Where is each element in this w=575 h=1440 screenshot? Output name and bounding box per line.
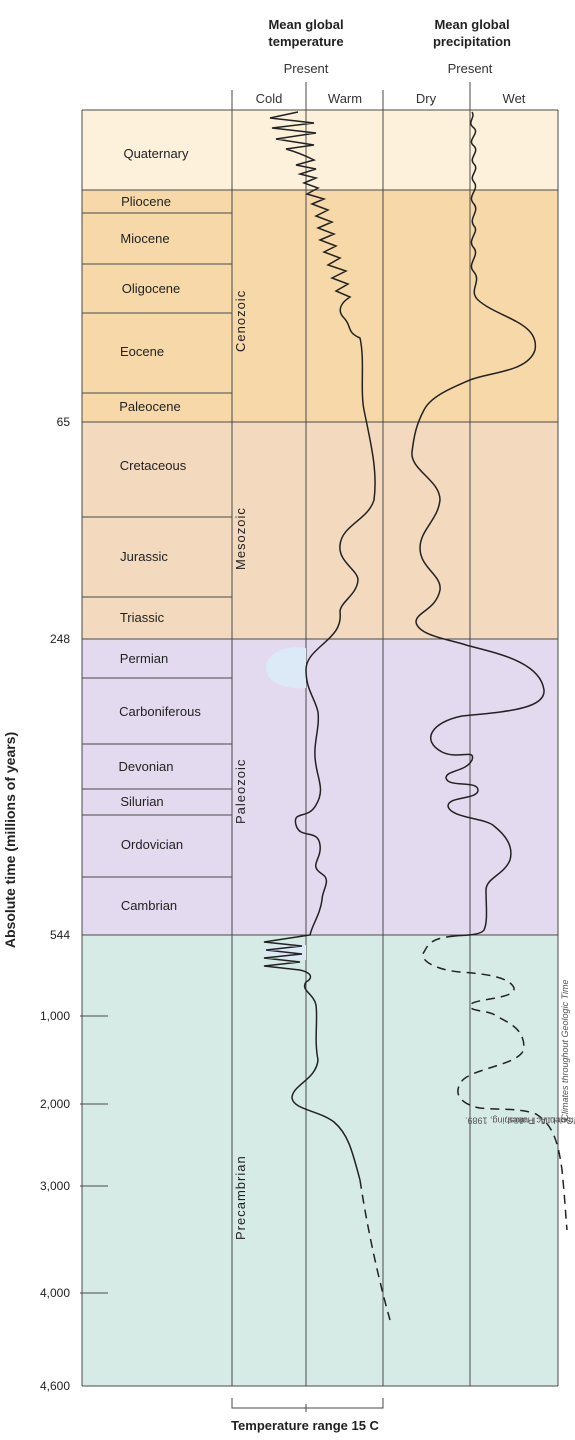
age-tick-544: 544 — [50, 928, 70, 942]
y-axis-label: Absolute time (millions of years) — [2, 731, 18, 949]
precipitation-curve-dashed — [422, 935, 568, 1231]
period-quaternary: Quaternary — [123, 146, 189, 161]
band-precambrian — [82, 935, 558, 1386]
age-tick-4000: 4,000 — [40, 1286, 70, 1300]
period-triassic: Triassic — [120, 610, 165, 625]
age-tick-2000: 2,000 — [40, 1097, 70, 1111]
era-paleozoic: Paleozoic — [233, 759, 248, 824]
age-tick-marks — [80, 1015, 108, 1294]
age-tick-1000: 1,000 — [40, 1009, 70, 1023]
credit-text: Redrawn from L. A. Frakes, Climates thro… — [465, 979, 575, 1126]
wet-label: Wet — [502, 91, 526, 106]
period-cambrian: Cambrian — [121, 898, 177, 913]
precipitation-present-label: Present — [447, 61, 493, 76]
age-tick-3000: 3,000 — [40, 1179, 70, 1193]
precipitation-header: Mean global precipitation — [432, 17, 511, 49]
period-pliocene: Pliocene — [121, 194, 171, 209]
age-tick-4600: 4,600 — [40, 1379, 70, 1393]
period-devonian: Devonian — [119, 759, 174, 774]
dry-label: Dry — [415, 91, 437, 106]
period-eocene: Eocene — [120, 344, 164, 359]
band-mesozoic — [82, 422, 558, 639]
warm-label: Warm — [327, 91, 363, 106]
period-miocene: Miocene — [120, 231, 169, 246]
cold-label: Cold — [255, 91, 283, 106]
temperature-present-label: Present — [283, 61, 329, 76]
temperature-curve-dashed — [359, 1179, 391, 1321]
period-ordovician: Ordovician — [121, 837, 183, 852]
era-boundaries — [82, 109, 558, 1387]
era-cenozoic: Cenozoic — [233, 290, 248, 352]
period-silurian: Silurian — [120, 794, 163, 809]
era-precambrian: Precambrian — [233, 1155, 248, 1240]
period-permian: Permian — [120, 651, 168, 666]
band-quaternary — [82, 110, 558, 190]
period-cretaceous: Cretaceous — [120, 458, 187, 473]
period-carboniferous: Carboniferous — [119, 704, 201, 719]
period-boundaries — [82, 212, 232, 878]
age-tick-248: 248 — [50, 632, 70, 646]
precipitation-curve — [411, 111, 545, 937]
credit-suffix: . New York: Elsevier Scientific Publishi… — [464, 1115, 575, 1126]
temperature-header: Mean global temperature — [268, 17, 344, 49]
credit-title: Climates throughout Geologic Time — [560, 979, 570, 1121]
temperature-curve — [263, 111, 376, 1181]
era-mesozoic: Mesozoic — [233, 507, 248, 570]
temperature-range-bracket — [231, 1398, 384, 1412]
period-oligocene: Oligocene — [122, 281, 181, 296]
temperature-range-label: Temperature range 15 C — [231, 1418, 379, 1433]
column-lines — [81, 82, 559, 1386]
age-tick-65: 65 — [57, 415, 71, 429]
y-axis-title: Absolute time (millions of years) — [0, 0, 20, 1440]
period-paleocene: Paleocene — [119, 399, 180, 414]
period-jurassic: Jurassic — [120, 549, 168, 564]
